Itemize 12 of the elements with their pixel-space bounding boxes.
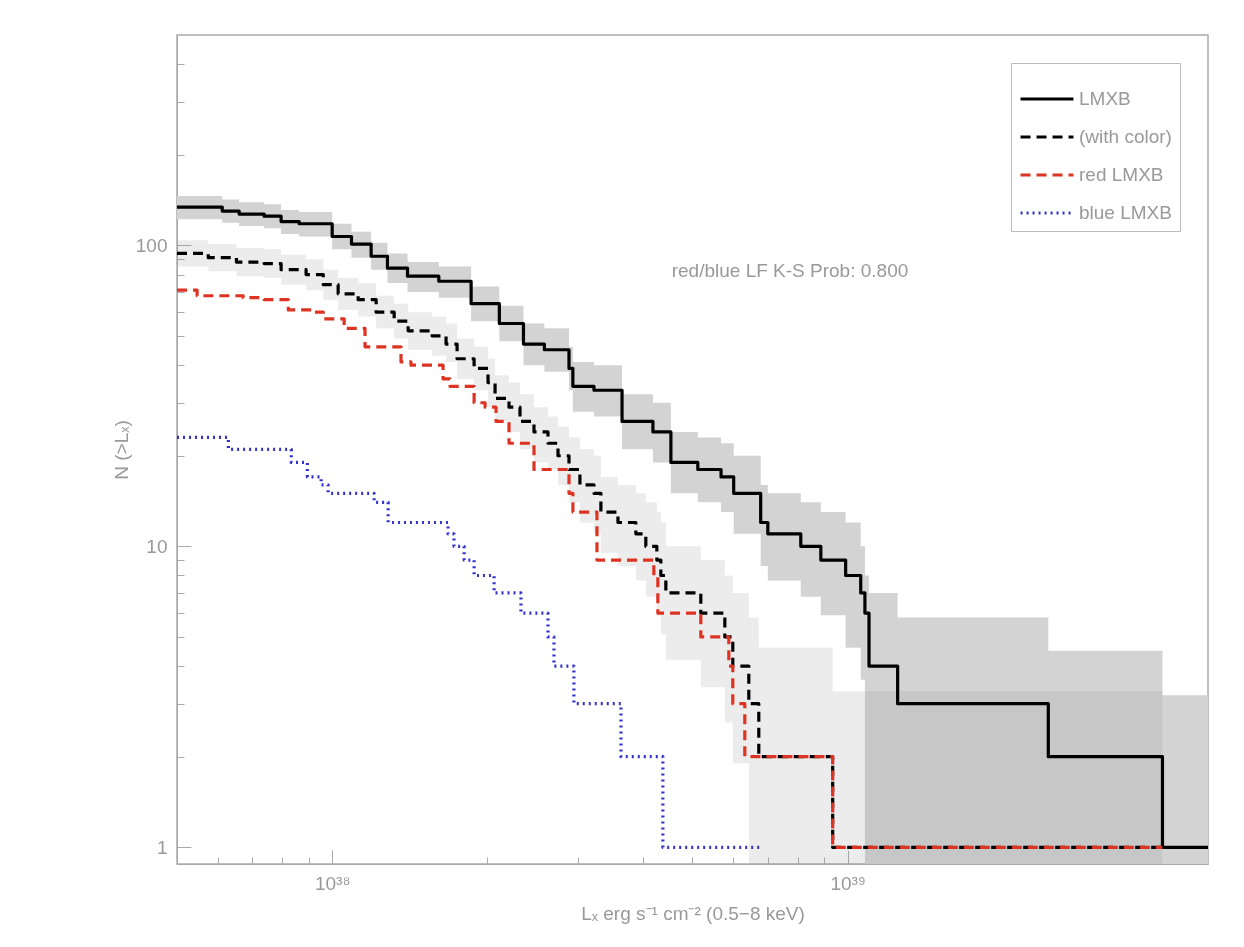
- legend-label: blue LMXB: [1079, 202, 1172, 223]
- legend-label: LMXB: [1079, 88, 1131, 109]
- x-tick-label: 10³⁸: [314, 872, 351, 894]
- legend-label: (with color): [1079, 126, 1172, 147]
- y-tick-label: 1: [156, 836, 168, 858]
- x-tick-label: 10³⁹: [830, 872, 866, 894]
- annotation: red/blue LF K-S Prob: 0.800: [671, 260, 909, 281]
- y-axis-title: N (>Lₓ): [110, 420, 132, 480]
- y-tick-label: 100: [135, 234, 168, 256]
- x-axis-title: Lₓ erg s⁻¹ cm⁻² (0.5−8 keV): [581, 902, 805, 924]
- y-tick-label: 10: [146, 535, 168, 557]
- legend-label: red LMXB: [1079, 164, 1164, 185]
